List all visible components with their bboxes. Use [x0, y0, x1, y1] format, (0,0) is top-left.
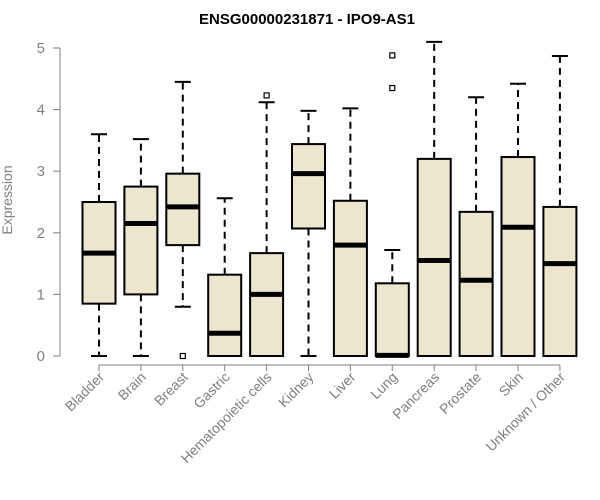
- iqr-box: [249, 252, 285, 358]
- y-tick-label: 5: [37, 40, 45, 57]
- box-11: [542, 55, 578, 357]
- box-6: [332, 107, 368, 357]
- chart-title: ENSG00000231871 - IPO9-AS1: [199, 11, 415, 28]
- y-tick-label: 0: [37, 348, 45, 365]
- boxes-group: [81, 40, 578, 360]
- outlier-point: [389, 84, 396, 92]
- x-tick-label: Kidney: [275, 369, 317, 411]
- x-tick-label: Brain: [115, 369, 149, 403]
- y-axis-label: Expression: [0, 165, 15, 234]
- box-5: [291, 109, 326, 357]
- outlier-point: [179, 352, 186, 360]
- box-4: [249, 92, 285, 358]
- x-tick-label: Liver: [326, 369, 359, 402]
- x-tick-label: Pancreas: [389, 369, 442, 422]
- box-9: [458, 96, 494, 357]
- x-tick-label: Breast: [151, 369, 191, 409]
- iqr-box: [207, 273, 243, 357]
- y-axis: 0 1 2 3 4 5: [37, 40, 61, 365]
- y-tick-label: 2: [37, 225, 45, 242]
- x-tick-label: Skin: [496, 369, 527, 400]
- box-0: [81, 133, 117, 357]
- y-tick-label: 3: [37, 163, 45, 180]
- iqr-box: [123, 185, 159, 296]
- box-1: [123, 138, 159, 357]
- iqr-box: [500, 156, 536, 357]
- iqr-box: [291, 143, 326, 230]
- box-7: [374, 52, 410, 358]
- box-3: [207, 197, 243, 357]
- iqr-box: [332, 199, 368, 357]
- outlier-point: [263, 92, 270, 99]
- x-tick-label: Bladder: [62, 369, 108, 415]
- box-8: [416, 40, 452, 357]
- iqr-box: [374, 282, 410, 358]
- x-tick-label: Unknown / Other: [482, 369, 568, 455]
- iqr-box: [542, 205, 578, 357]
- box-2: [165, 80, 201, 360]
- iqr-box: [458, 210, 494, 357]
- x-tick-label: Lung: [367, 369, 400, 402]
- x-tick-label: Prostate: [436, 369, 484, 417]
- iqr-box: [416, 157, 452, 357]
- y-tick-label: 1: [37, 286, 45, 303]
- box-10: [500, 82, 536, 357]
- y-tick-label: 4: [37, 102, 45, 119]
- outlier-point: [389, 52, 396, 59]
